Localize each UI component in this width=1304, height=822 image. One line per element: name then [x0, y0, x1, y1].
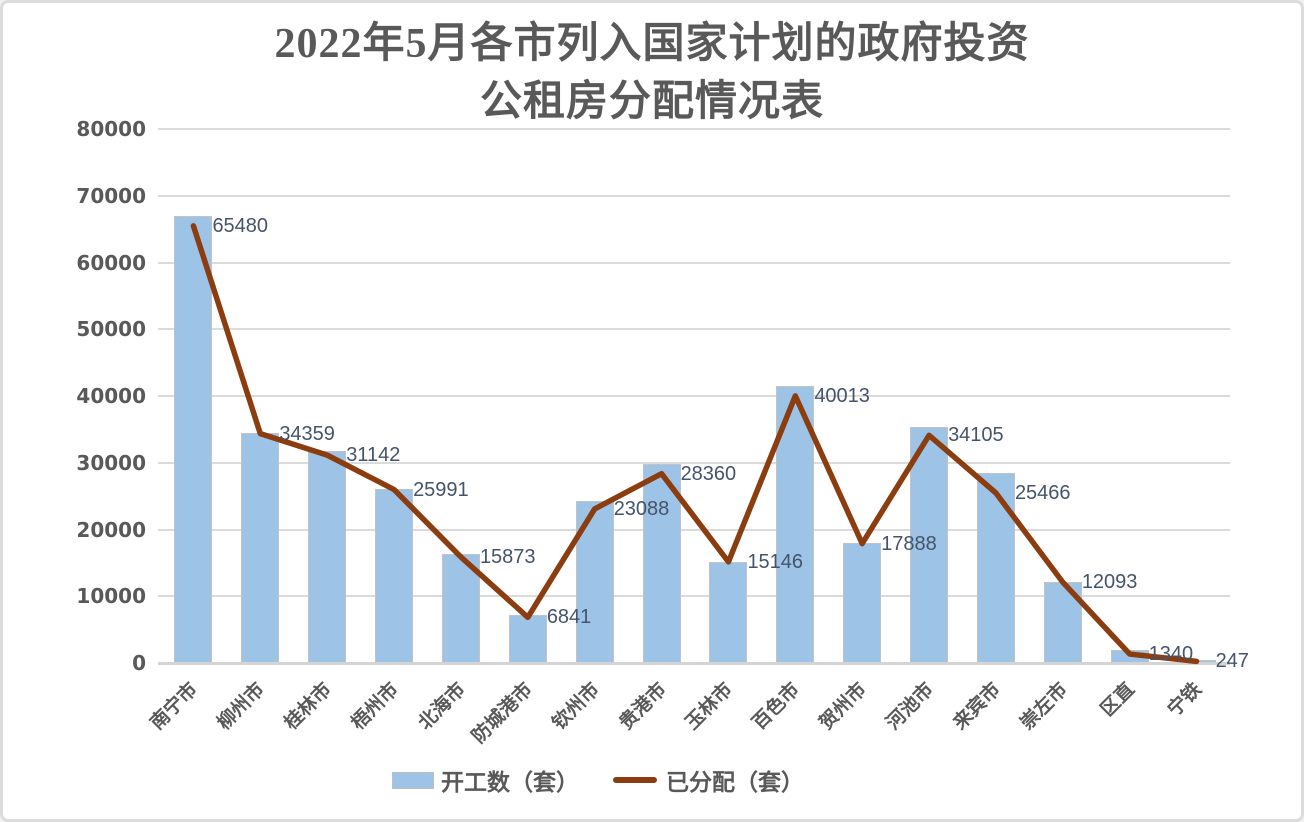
data-label-河池市: 34105: [948, 424, 1004, 447]
data-label-梧州市: 25991: [413, 478, 469, 501]
bar-贵港市: [642, 464, 681, 663]
gridline-40000: [158, 395, 1230, 397]
data-label-钦州市: 23088: [613, 497, 670, 520]
y-tick-label-60000: 60000: [76, 250, 146, 275]
line-series-swatch-icon: [613, 777, 657, 783]
gridline-80000: [158, 128, 1230, 130]
y-tick-label-80000: 80000: [76, 117, 146, 141]
data-label-区直: 1340: [1148, 643, 1194, 666]
bar-series-swatch-icon: [392, 771, 434, 789]
data-label-防城港市: 6841: [546, 606, 592, 629]
bar-河池市: [910, 426, 949, 663]
bar-南宁市: [174, 216, 213, 663]
legend-item-line-series: 已分配（套）: [613, 763, 804, 797]
bar-桂林市: [308, 451, 347, 663]
legend-label-bar-series: 开工数（套）: [441, 770, 579, 795]
bar-柳州市: [241, 432, 280, 663]
legend: 开工数（套） 已分配（套）: [3, 763, 1193, 797]
gridline-20000: [158, 528, 1230, 531]
gridline-50000: [158, 328, 1230, 331]
data-label-柳州市: 34359: [279, 422, 335, 445]
y-tick-label-20000: 20000: [76, 517, 146, 542]
data-label-桂林市: 31142: [346, 444, 401, 467]
legend-label-line-series: 已分配（套）: [666, 770, 804, 795]
chart-title-line-2: 公租房分配情况表: [479, 79, 824, 125]
data-label-贺州市: 17888: [881, 532, 937, 555]
chart-title-line-1: 2022年5月各市列入国家计划的政府投资: [274, 21, 1030, 67]
gridline-60000: [158, 261, 1230, 264]
data-label-崇左市: 12093: [1081, 571, 1138, 594]
bar-梧州市: [375, 488, 414, 663]
y-tick-label-50000: 50000: [76, 317, 146, 342]
y-tick-label-0: 0: [132, 651, 146, 675]
data-label-来宾市: 25466: [1014, 482, 1071, 504]
line-series-layer: [190, 223, 1200, 665]
y-tick-label-40000: 40000: [76, 384, 146, 408]
y-tick-label-30000: 30000: [76, 450, 146, 475]
bar-来宾市: [976, 473, 1015, 663]
gridline-70000: [158, 194, 1230, 197]
gridline-10000: [158, 595, 1230, 598]
x-axis-line: [158, 662, 1230, 665]
data-label-南宁市: 65480: [212, 214, 269, 237]
y-tick-label-70000: 70000: [76, 183, 146, 208]
gridline-30000: [158, 461, 1230, 464]
data-label-百色市: 40013: [814, 384, 870, 407]
allocated-line: [190, 223, 1200, 665]
data-label-宁铁: 247: [1215, 650, 1249, 673]
data-label-玉林市: 15146: [747, 550, 804, 573]
bar-贺州市: [843, 542, 882, 663]
bar-北海市: [441, 554, 480, 663]
y-tick-label-10000: 10000: [76, 584, 146, 609]
chart-title: 2022年5月各市列入国家计划的政府投资 公租房分配情况表: [3, 15, 1301, 131]
legend-item-bar-series: 开工数（套）: [392, 763, 579, 797]
data-label-北海市: 15873: [479, 546, 536, 569]
data-label-贵港市: 28360: [680, 462, 737, 485]
